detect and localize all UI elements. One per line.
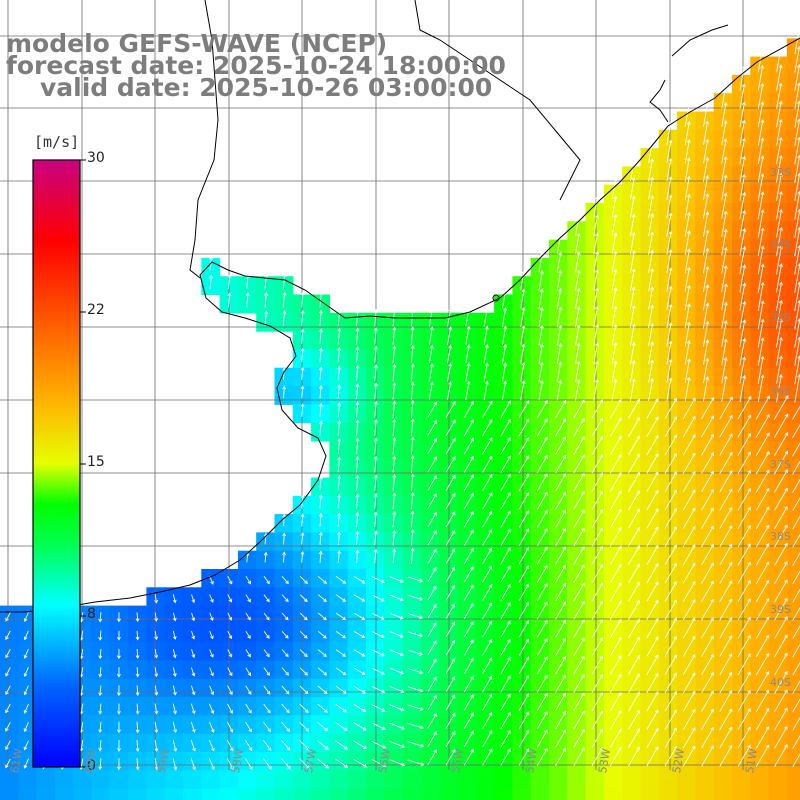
coastline bbox=[0, 0, 800, 613]
colorbar-tick-22: 22 bbox=[87, 302, 105, 318]
colorbar-tick-30: 30 bbox=[87, 150, 105, 166]
lat-label-37s: 37S bbox=[770, 458, 791, 471]
lat-label-34s: 34S bbox=[770, 238, 791, 251]
colorbar-tick-8: 8 bbox=[87, 606, 96, 622]
lat-label-36s: 36S bbox=[770, 385, 791, 398]
wind-vectors bbox=[5, 27, 800, 771]
lat-label-40s: 40S bbox=[770, 676, 791, 689]
model-title: modelo GEFS-WAVE (NCEP) bbox=[6, 29, 388, 58]
lat-label-38s: 38S bbox=[770, 530, 791, 543]
lat-label-35s: 35S bbox=[770, 311, 791, 324]
forecast-date: forecast date: 2025-10-24 18:00:00 bbox=[6, 51, 506, 80]
colorbar bbox=[32, 159, 86, 768]
wind-speed-cells bbox=[0, 38, 800, 800]
valid-date: valid date: 2025-10-26 03:00:00 bbox=[40, 73, 493, 102]
colorbar-tick-0: 0 bbox=[87, 758, 96, 774]
colorbar-unit: [m/s] bbox=[34, 133, 80, 151]
lat-label-39s: 39S bbox=[770, 603, 791, 616]
colorbar-tick-15: 15 bbox=[87, 454, 105, 470]
lat-label-33s: 33S bbox=[770, 166, 791, 179]
